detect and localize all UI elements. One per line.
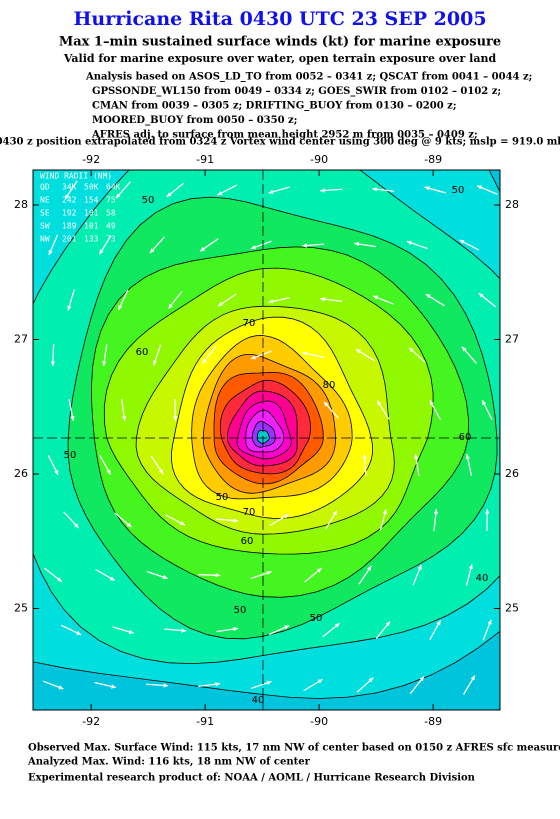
lon-label: -91 bbox=[196, 715, 214, 728]
contour-label: 40 bbox=[252, 695, 265, 706]
lon-label: -92 bbox=[82, 153, 100, 166]
lon-label: -90 bbox=[310, 715, 328, 728]
radii-cell: 154 bbox=[84, 196, 99, 205]
lon-label: -89 bbox=[424, 153, 442, 166]
radii-cell: 75 bbox=[106, 196, 116, 205]
lat-label: 25 bbox=[505, 602, 519, 615]
contour-label: 70 bbox=[243, 318, 256, 329]
radii-cell: 133 bbox=[84, 235, 99, 244]
radii-cell: 201 bbox=[62, 235, 77, 244]
radii-cell: SW bbox=[40, 222, 50, 231]
contour-label: 40 bbox=[476, 573, 489, 584]
lat-label: 26 bbox=[505, 467, 519, 480]
lon-label: -92 bbox=[82, 715, 100, 728]
radii-title: WIND RADII (NM) bbox=[40, 172, 112, 181]
analysis-line: AFRES adj. to surface from mean height 2… bbox=[91, 130, 478, 141]
radii-cell: 34K bbox=[62, 183, 77, 192]
radii-cell: 49 bbox=[106, 222, 116, 231]
radii-cell: 101 bbox=[84, 222, 99, 231]
radii-cell: 50K bbox=[84, 183, 99, 192]
lat-label: 26 bbox=[14, 467, 28, 480]
contour-label: 80 bbox=[323, 380, 336, 391]
contour-label: 50 bbox=[216, 492, 229, 503]
contour-label: 50 bbox=[142, 195, 155, 206]
contour-label: 60 bbox=[459, 432, 472, 443]
analysis-line: CMAN from 0039 – 0305 z; DRIFTING_BUOY f… bbox=[92, 101, 457, 112]
contour-label: 60 bbox=[241, 536, 254, 547]
contour-label: 60 bbox=[136, 347, 149, 358]
analysis-line: MOORED_BUOY from 0050 – 0350 z; bbox=[92, 115, 297, 126]
radii-cell: 58 bbox=[106, 209, 116, 218]
valid-note: Valid for marine exposure over water, op… bbox=[63, 52, 497, 65]
lat-label: 27 bbox=[505, 333, 519, 346]
radii-cell: QD bbox=[40, 183, 50, 192]
radii-cell: SE bbox=[40, 209, 50, 218]
lat-label: 25 bbox=[14, 602, 28, 615]
lon-label: -91 bbox=[196, 153, 214, 166]
contour-label: 50 bbox=[64, 450, 77, 461]
title: Hurricane Rita 0430 UTC 23 SEP 2005 bbox=[73, 8, 486, 30]
radii-cell: 242 bbox=[62, 196, 77, 205]
radii-cell: 73 bbox=[106, 235, 116, 244]
footer-line: Observed Max. Surface Wind: 115 kts, 17 … bbox=[28, 743, 560, 754]
analysis-line: GPSSONDE_WL150 from 0049 – 0334 z; GOES_… bbox=[92, 86, 501, 97]
contour-label: 70 bbox=[243, 507, 256, 518]
lat-label: 28 bbox=[505, 198, 519, 211]
contour-label: 50 bbox=[234, 605, 247, 616]
lon-label: -90 bbox=[310, 153, 328, 166]
footer-line: Analyzed Max. Wind: 116 kts, 18 nm NW of… bbox=[27, 757, 311, 768]
radii-cell: 101 bbox=[84, 209, 99, 218]
lat-label: 27 bbox=[14, 333, 28, 346]
lon-label: -89 bbox=[424, 715, 442, 728]
radii-cell: NE bbox=[40, 196, 50, 205]
radii-cell: NW bbox=[40, 235, 50, 244]
radii-cell: 64K bbox=[106, 183, 121, 192]
analysis-line: Analysis based on ASOS_LD_TO from 0052 –… bbox=[85, 72, 532, 83]
contour-label: 50 bbox=[452, 185, 465, 196]
radii-cell: 192 bbox=[62, 209, 77, 218]
radii-cell: 189 bbox=[62, 222, 77, 231]
lat-label: 28 bbox=[14, 198, 28, 211]
subtitle: Max 1–min sustained surface winds (kt) f… bbox=[59, 35, 501, 50]
footer-line: Experimental research product of: NOAA /… bbox=[28, 773, 476, 784]
contour-label: 50 bbox=[310, 613, 323, 624]
